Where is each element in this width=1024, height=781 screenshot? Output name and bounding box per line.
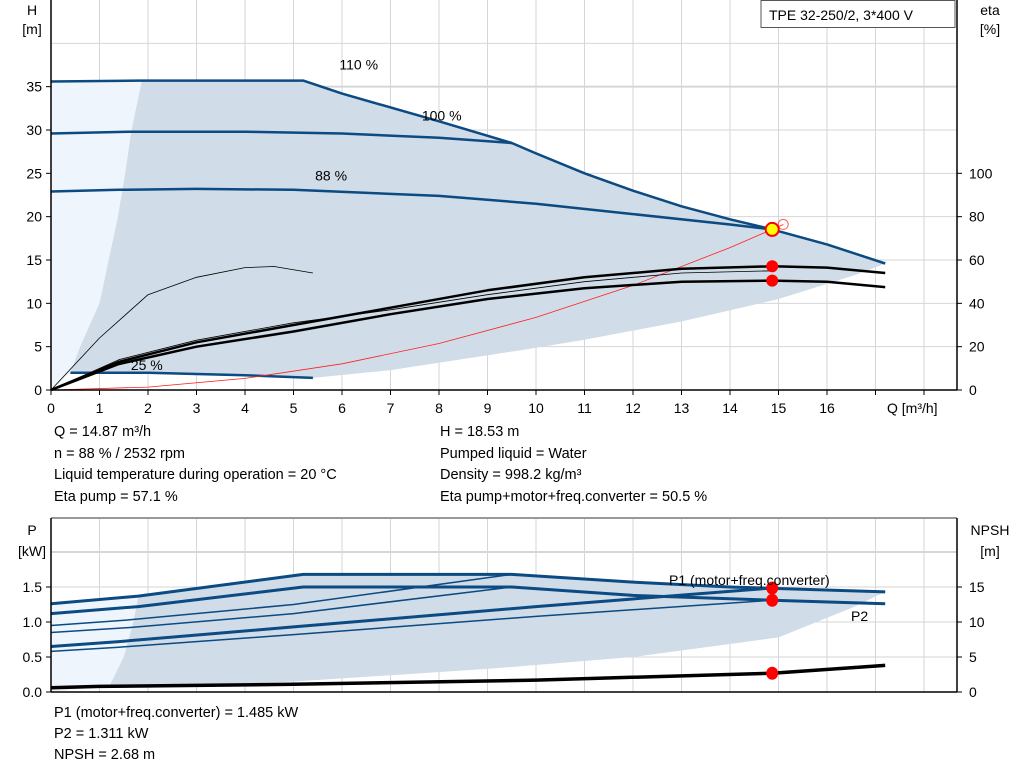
y-tick-label-left: 0.0 <box>23 684 43 700</box>
result-temperature: Liquid temperature during operation = 20… <box>54 467 337 483</box>
x-tick-label: 16 <box>819 400 835 416</box>
x-tick-label: 3 <box>193 400 201 416</box>
y-axis-label-right: NPSH <box>971 522 1010 538</box>
x-tick-label: 10 <box>528 400 544 416</box>
y-axis-unit-left: [m] <box>22 21 41 37</box>
result-speed: n = 88 % / 2532 rpm <box>54 446 185 462</box>
y-tick-label-left: 1.0 <box>23 614 43 630</box>
x-tick-label: 6 <box>338 400 346 416</box>
power-curve <box>50 599 773 653</box>
y-tick-label-left: 35 <box>26 79 42 95</box>
series-label-p2: P2 <box>851 608 868 624</box>
power-curve <box>50 586 773 648</box>
x-tick-label: 8 <box>435 400 443 416</box>
title-box <box>760 0 956 28</box>
x-tick-label: 9 <box>484 400 492 416</box>
speed-label-100: 100 % <box>422 107 462 123</box>
result-liquid: Pumped liquid = Water <box>440 446 587 462</box>
x-tick-label: 13 <box>674 400 690 416</box>
result-p2: P2 = 1.311 kW <box>54 726 149 742</box>
x-tick-label: 2 <box>144 400 152 416</box>
eta-curve <box>50 265 886 392</box>
head-curve <box>50 130 512 145</box>
y-tick-label-right: 10 <box>969 614 985 630</box>
y-tick-label-left: 25 <box>26 165 42 181</box>
y-tick-label-left: 15 <box>26 252 42 268</box>
x-tick-label: 0 <box>47 400 55 416</box>
x-tick-label: 7 <box>387 400 395 416</box>
speed-label-88: 88 % <box>315 167 347 183</box>
y-axis-unit-right: [%] <box>980 21 1000 37</box>
operating-point-marker <box>766 581 779 595</box>
y-tick-label-left: 0.5 <box>23 649 43 665</box>
series-label-p1: P1 (motor+freq.converter) <box>669 572 830 588</box>
result-eta-total: Eta pump+motor+freq.converter = 50.5 % <box>440 489 708 505</box>
y-axis-label-left: H <box>27 2 37 18</box>
operating-point-marker <box>766 593 779 607</box>
y-tick-label-right: 0 <box>969 684 977 700</box>
light-region <box>51 81 142 390</box>
y-tick-label-right: 20 <box>969 339 985 355</box>
y-tick-label-right: 100 <box>969 165 993 181</box>
power-curve <box>50 573 512 627</box>
eta-curve-thin <box>50 270 773 391</box>
y-axis-label-right: eta <box>980 2 1000 18</box>
x-tick-label: 1 <box>96 400 104 416</box>
operating-point-marker <box>766 274 779 287</box>
result-head: H = 18.53 m <box>440 424 520 440</box>
eta-curve <box>50 279 886 392</box>
y-axis-label-left: P <box>27 522 36 538</box>
x-tick-label: 12 <box>625 400 641 416</box>
x-tick-label: 14 <box>722 400 738 416</box>
operating-point-marker <box>766 666 779 680</box>
head-curve <box>70 371 313 380</box>
system-curve <box>50 224 784 391</box>
speed-label-25: 25 % <box>131 357 163 373</box>
y-tick-label-left: 5 <box>34 339 42 355</box>
operating-point-marker <box>766 260 779 273</box>
result-p1: P1 (motor+freq.converter) = 1.485 kW <box>54 705 299 721</box>
y-axis-unit-left: [kW] <box>18 543 46 559</box>
x-tick-label: 15 <box>771 400 787 416</box>
npsh-curve <box>50 663 886 690</box>
y-tick-label-right: 0 <box>969 382 977 398</box>
y-tick-label-right: 60 <box>969 252 985 268</box>
y-tick-label-right: 15 <box>969 579 985 595</box>
chart-title: TPE 32-250/2, 3*400 V <box>769 7 914 23</box>
result-density: Density = 998.2 kg/m³ <box>440 467 582 483</box>
y-tick-label-right: 80 <box>969 209 985 225</box>
y-tick-label-right: 40 <box>969 295 985 311</box>
operating-range-region <box>70 80 886 378</box>
x-tick-label: 4 <box>241 400 249 416</box>
speed-label-110: 110 % <box>339 56 378 72</box>
duty-point-marker-open <box>777 218 789 230</box>
head-curve <box>50 187 773 231</box>
power-curve <box>50 586 512 634</box>
result-flow: Q = 14.87 m³/h <box>54 424 152 440</box>
y-tick-label-left: 20 <box>26 209 42 225</box>
result-npsh: NPSH = 2.68 m <box>54 747 156 763</box>
y-tick-label-left: 10 <box>26 295 42 311</box>
x-tick-label: 5 <box>290 400 298 416</box>
eta-curve-thin <box>50 266 313 391</box>
y-tick-label-right: 5 <box>969 649 977 665</box>
y-axis-unit-right: [m] <box>980 543 999 559</box>
y-tick-label-left: 30 <box>26 122 42 138</box>
y-tick-label-left: 1.5 <box>23 579 43 595</box>
x-tick-label: 11 <box>577 400 592 416</box>
result-eta-pump: Eta pump = 57.1 % <box>54 489 178 505</box>
y-tick-label-left: 0 <box>34 382 42 398</box>
duty-point-marker <box>764 221 780 237</box>
x-axis-label: Q [m³/h] <box>887 400 938 416</box>
